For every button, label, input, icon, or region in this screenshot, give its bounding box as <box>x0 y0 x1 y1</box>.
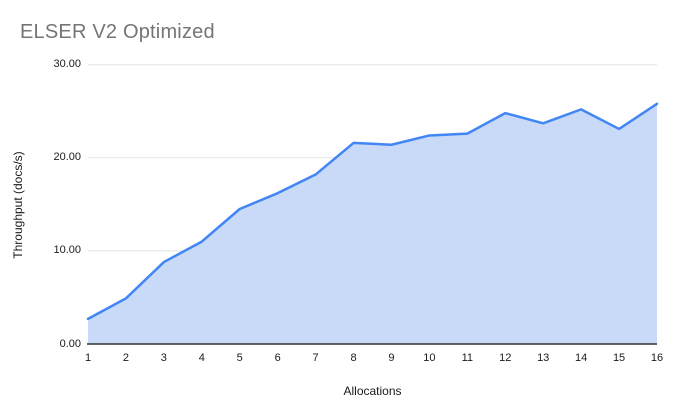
x-tick-label: 1 <box>84 352 92 364</box>
series-line <box>86 102 659 321</box>
x-tick-label: 9 <box>388 352 395 364</box>
chart-title: ELSER V2 Optimized <box>20 21 215 43</box>
series-area <box>88 103 657 344</box>
x-tick-label: 7 <box>312 352 319 364</box>
x-tick-label: 4 <box>198 352 205 364</box>
x-tick-label: 2 <box>122 352 129 364</box>
x-axis-title: Allocations <box>343 384 402 398</box>
x-tick-label: 13 <box>537 352 550 364</box>
x-tick-label: 15 <box>612 352 626 364</box>
x-tick-label: 16 <box>650 352 664 364</box>
y-tick-label: 10.00 <box>53 244 81 257</box>
x-tick-label: 8 <box>350 352 357 364</box>
y-tick-label: 0.00 <box>59 337 81 350</box>
y-tick-label: 30.00 <box>53 58 81 71</box>
x-tick-label: 5 <box>236 352 243 364</box>
x-tick-label: 14 <box>575 352 588 364</box>
x-tick-label: 3 <box>160 352 167 364</box>
x-tick-label: 10 <box>423 352 436 364</box>
x-tick-label: 11 <box>461 352 474 364</box>
y-tick-label: 20.00 <box>53 151 81 164</box>
x-tick-label: 12 <box>499 352 512 364</box>
x-tick-label: 6 <box>274 352 281 364</box>
